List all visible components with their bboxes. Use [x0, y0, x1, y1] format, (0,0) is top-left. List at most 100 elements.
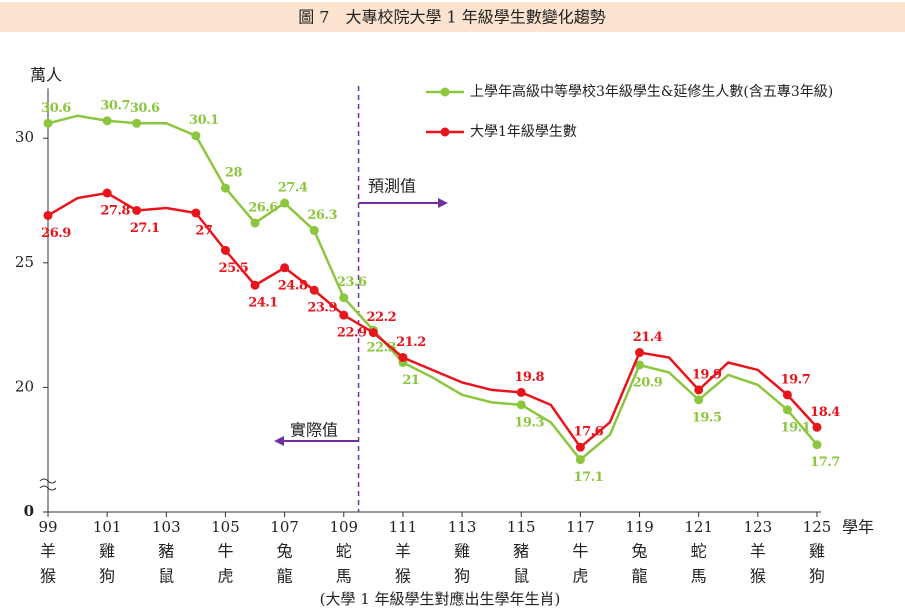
point: [516, 400, 526, 410]
data-label: 19.3: [514, 415, 544, 430]
arrowhead: [274, 436, 284, 446]
x-tick-label: 123: [744, 518, 773, 536]
point: [102, 116, 112, 126]
x-tick-zodiac: 兔: [632, 542, 648, 561]
arrowhead: [438, 198, 448, 208]
data-label: 27.8: [100, 204, 130, 219]
point: [250, 280, 260, 290]
point: [220, 245, 230, 255]
x-tick-zodiac: 馬: [691, 567, 707, 586]
point: [132, 118, 142, 128]
point: [132, 205, 142, 215]
x-tick-zodiac: 龍: [632, 567, 648, 586]
data-label: 26.9: [41, 226, 71, 241]
data-label: 21.4: [633, 330, 663, 345]
x-tick-zodiac: 猴: [750, 567, 766, 586]
legend-label: 上學年高級中等學校3年級學生&延修生人數(含五專3年級): [470, 83, 833, 100]
x-tick-zodiac: 羊: [40, 542, 56, 561]
data-label: 27.1: [130, 221, 160, 236]
point: [309, 285, 319, 295]
point: [280, 263, 290, 273]
data-label: 19.1: [781, 420, 811, 435]
data-label: 17.1: [574, 470, 604, 485]
data-label: 30.7: [100, 98, 130, 113]
x-tick-zodiac: 猴: [40, 567, 56, 586]
x-tick-zodiac: 兔: [277, 542, 293, 561]
data-label: 27.4: [278, 181, 308, 196]
data-label: 23.6: [337, 275, 367, 290]
point: [43, 210, 53, 220]
x-tick-zodiac: 雞: [809, 542, 825, 561]
x-tick-zodiac: 馬: [336, 567, 352, 586]
point: [398, 353, 408, 363]
annotation: 實際值: [290, 421, 338, 440]
point: [694, 395, 704, 405]
x-tick-label: 99: [38, 518, 57, 536]
data-label: 19.8: [514, 370, 544, 385]
x-tick-zodiac: 豬: [158, 542, 174, 561]
x-tick-label: 103: [152, 518, 181, 536]
point: [782, 390, 792, 400]
point: [191, 131, 201, 141]
point: [635, 348, 645, 358]
point: [694, 385, 704, 395]
point: [250, 218, 260, 228]
y-tick-label: 30: [15, 128, 34, 146]
data-label: 24.8: [278, 278, 308, 293]
x-tick-zodiac: 蛇: [691, 542, 707, 561]
data-label: 26.6: [248, 200, 278, 215]
annotation: 預測值: [368, 177, 416, 196]
legend-label: 大學1年級學生數: [470, 124, 577, 140]
x-tick-zodiac: 鼠: [158, 567, 174, 586]
point: [368, 328, 378, 338]
data-label: 30.1: [189, 113, 219, 128]
x-tick-zodiac: 鼠: [513, 567, 529, 586]
x-tick-label: 113: [448, 518, 477, 536]
point: [43, 118, 53, 128]
x-tick-label: 119: [625, 518, 654, 536]
point: [516, 387, 526, 397]
chart-title: 圖 7 大專校院大學 1 年級學生數變化趨勢: [298, 8, 606, 27]
note: (大學 1 年級學生對應出生學年生肖): [320, 590, 561, 608]
x-tick-label: 117: [566, 518, 595, 536]
x-tick-label: 109: [329, 518, 358, 536]
data-label: 17.7: [810, 455, 840, 470]
point: [102, 188, 112, 198]
data-label: 25.5: [219, 261, 249, 276]
data-label: 30.6: [130, 101, 160, 116]
x-tick-label: 105: [211, 518, 240, 536]
legend-dot: [440, 87, 450, 97]
legend-dot: [440, 127, 450, 137]
point: [191, 208, 201, 218]
data-label: 21.2: [396, 335, 426, 350]
point: [812, 422, 822, 432]
x-tick-zodiac: 雞: [454, 542, 470, 561]
point: [220, 183, 230, 193]
x-tick-zodiac: 虎: [217, 567, 233, 586]
x-tick-zodiac: 狗: [809, 567, 825, 586]
data-label: 17.6: [574, 425, 604, 440]
y-tick-label: 20: [15, 377, 34, 395]
x-tick-label: 121: [684, 518, 713, 536]
x-tick-label: 125: [803, 518, 832, 536]
data-label: 19.9: [692, 367, 722, 382]
y-tick-label: 0: [24, 502, 34, 520]
x-tick-zodiac: 雞: [99, 542, 115, 561]
point: [812, 440, 822, 450]
data-label: 19.5: [692, 410, 722, 425]
x-tick-zodiac: 狗: [454, 567, 470, 586]
x-tick-zodiac: 羊: [750, 542, 766, 561]
y-tick-label: 25: [15, 253, 34, 271]
point: [280, 198, 290, 208]
x-tick-label: 101: [93, 518, 122, 536]
point: [575, 442, 585, 452]
data-label: 21: [402, 373, 419, 388]
x-tick-zodiac: 蛇: [336, 542, 352, 561]
data-label: 18.4: [810, 405, 840, 420]
data-label: 23.9: [307, 301, 337, 316]
point: [309, 225, 319, 235]
x-axis-label: 學年: [842, 518, 874, 537]
series-line: [47, 191, 818, 450]
data-label: 28: [225, 166, 243, 181]
